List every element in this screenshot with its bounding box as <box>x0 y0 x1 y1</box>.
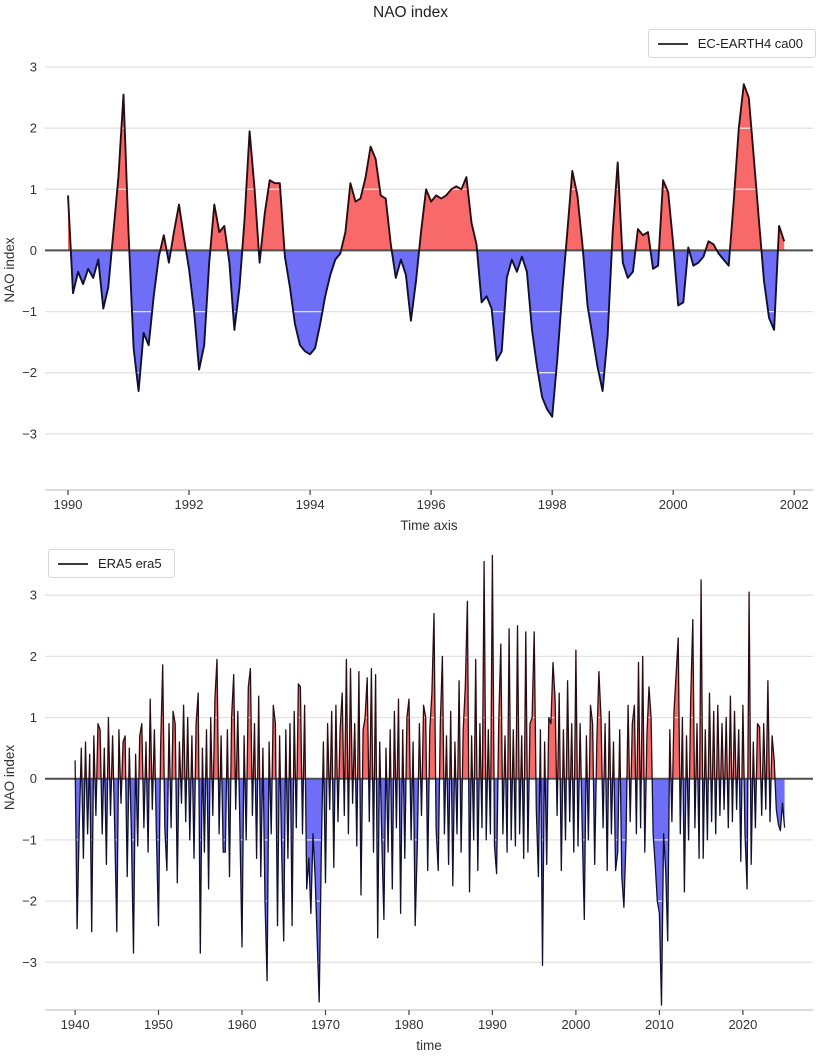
x-tick-label: 1980 <box>395 1017 424 1032</box>
x-tick-label: 1950 <box>144 1017 173 1032</box>
y-tick-label: 2 <box>30 649 37 664</box>
x-axis-title: Time axis <box>400 518 458 533</box>
y-tick-label: 1 <box>30 182 37 197</box>
x-tick-label: 2002 <box>780 497 809 512</box>
legend-ec-earth4: EC-EARTH4 ca00 <box>647 29 816 58</box>
y-tick-label: 0 <box>30 243 37 258</box>
y-tick-label: −1 <box>22 832 37 847</box>
legend-line-swatch <box>58 562 88 565</box>
x-tick-label: 1990 <box>54 497 83 512</box>
legend-label: EC-EARTH4 ca00 <box>697 36 803 51</box>
series-line-positive <box>74 554 776 779</box>
positive-area <box>75 555 775 779</box>
y-tick-label: 1 <box>30 710 37 725</box>
legend-era5: ERA5 era5 <box>48 549 175 578</box>
x-tick-label: 1990 <box>478 1017 507 1032</box>
series-line-positive <box>67 83 786 251</box>
negative-area <box>68 250 785 417</box>
positive-area <box>68 84 785 251</box>
x-tick-label: 1996 <box>417 497 446 512</box>
x-tick-label: 1998 <box>538 497 567 512</box>
y-tick-label: 3 <box>30 60 37 75</box>
y-tick-label: −3 <box>22 426 37 441</box>
x-tick-label: 1970 <box>311 1017 340 1032</box>
y-axis-title: NAO index <box>2 745 17 811</box>
x-tick-label: 2010 <box>645 1017 674 1032</box>
x-tick-label: 2000 <box>561 1017 590 1032</box>
series-line-negative <box>69 250 779 418</box>
x-tick-label: 1994 <box>296 497 325 512</box>
y-tick-label: −1 <box>22 304 37 319</box>
x-tick-label: 1940 <box>61 1017 90 1032</box>
x-tick-label: 1960 <box>228 1017 257 1032</box>
era5-chart: 1940 1950 1960 1970 1980 1990 2000 2010 2020 3 2 1 0… <box>2 554 813 1053</box>
figure-title: NAO index <box>373 4 448 21</box>
legend-label: ERA5 era5 <box>98 556 162 571</box>
series-line-negative <box>74 778 786 1006</box>
y-tick-label: 0 <box>30 771 37 786</box>
model-chart: 1990 1992 1994 1996 1998 2000 2002 3 2 1 0 −1 −2 −3 Ti… <box>2 60 813 533</box>
y-tick-label: −2 <box>22 365 37 380</box>
y-tick-label: −2 <box>22 894 37 909</box>
x-tick-label: 2020 <box>728 1017 757 1032</box>
x-axis-title: time <box>416 1038 442 1053</box>
y-axis-title: NAO index <box>2 237 17 303</box>
y-tick-label: −3 <box>22 955 37 970</box>
x-tick-label: 1992 <box>175 497 204 512</box>
legend-line-swatch <box>657 42 688 45</box>
y-tick-label: 3 <box>30 588 37 603</box>
x-tick-label: 2000 <box>659 497 688 512</box>
y-tick-label: 2 <box>30 121 37 136</box>
